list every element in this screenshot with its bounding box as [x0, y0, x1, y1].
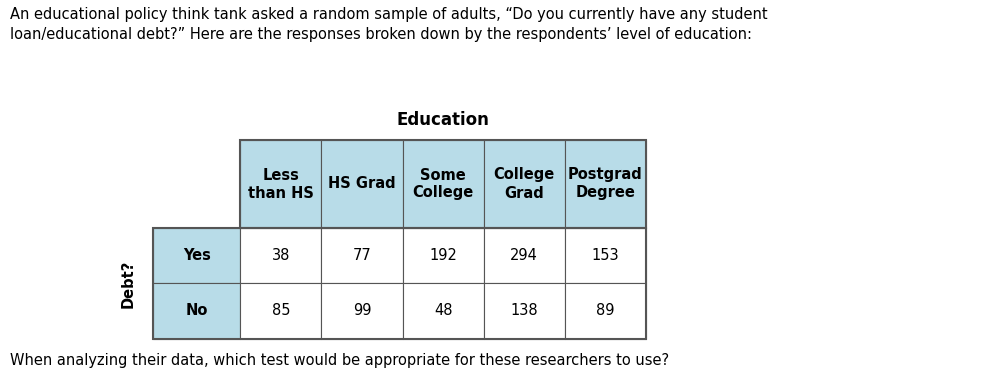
Bar — [153, 228, 646, 339]
Bar — [153, 228, 240, 283]
Text: 38: 38 — [272, 248, 290, 263]
Text: HS Grad: HS Grad — [328, 177, 396, 191]
Bar — [240, 228, 321, 283]
Text: 294: 294 — [510, 248, 538, 263]
Bar — [565, 228, 646, 283]
Bar — [321, 228, 403, 283]
Text: No: No — [186, 304, 208, 318]
Text: 99: 99 — [353, 304, 371, 318]
Bar — [321, 140, 403, 228]
Text: 77: 77 — [353, 248, 371, 263]
Text: College
Grad: College Grad — [494, 167, 555, 201]
Text: 89: 89 — [596, 304, 614, 318]
Text: When analyzing their data, which test would be appropriate for these researchers: When analyzing their data, which test wo… — [10, 353, 669, 368]
Bar — [403, 228, 484, 283]
Bar — [484, 283, 565, 339]
Text: 85: 85 — [272, 304, 290, 318]
Bar — [240, 283, 321, 339]
Bar — [484, 228, 565, 283]
Text: Yes: Yes — [183, 248, 211, 263]
Text: 48: 48 — [434, 304, 452, 318]
Text: An educational policy think tank asked a random sample of adults, “Do you curren: An educational policy think tank asked a… — [10, 7, 767, 42]
Bar — [240, 140, 321, 228]
Text: 153: 153 — [591, 248, 619, 263]
Bar — [403, 283, 484, 339]
Text: Debt?: Debt? — [121, 259, 136, 308]
Bar — [153, 283, 240, 339]
Bar — [403, 140, 484, 228]
Text: Less
than HS: Less than HS — [248, 167, 314, 201]
Bar — [240, 140, 646, 228]
Text: Education: Education — [397, 111, 490, 129]
Text: 192: 192 — [429, 248, 457, 263]
Text: 138: 138 — [510, 304, 538, 318]
Bar — [565, 283, 646, 339]
Text: Some
College: Some College — [412, 167, 474, 201]
Bar — [321, 283, 403, 339]
Bar — [484, 140, 565, 228]
Text: Postgrad
Degree: Postgrad Degree — [568, 167, 643, 201]
Bar — [565, 140, 646, 228]
